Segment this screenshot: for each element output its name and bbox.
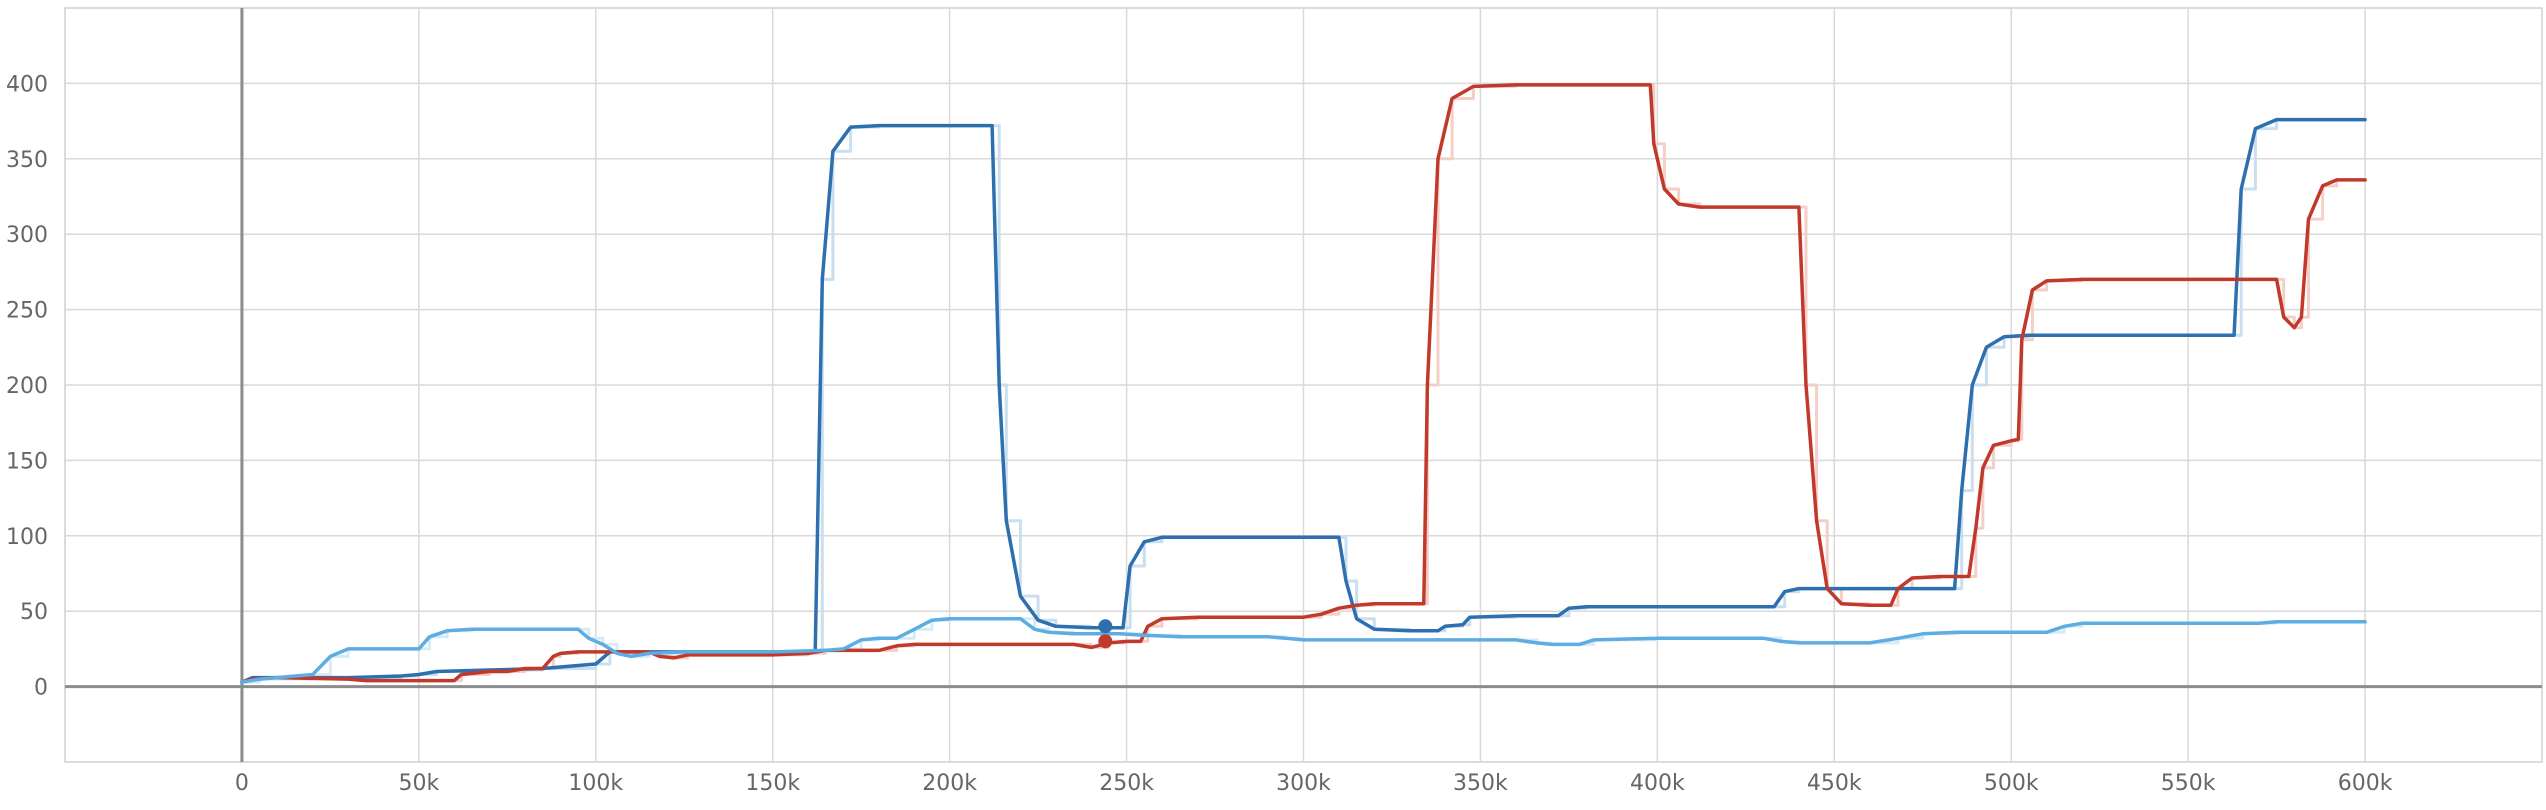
y-tick-labels: 0 50 100 150 200 250 300 350 400: [6, 72, 48, 700]
x-tick-label: 600k: [2338, 771, 2393, 796]
x-tick-label: 350k: [1453, 771, 1508, 796]
hover-markers: [1098, 619, 1113, 649]
grid-lines: [65, 8, 2542, 763]
y-tick-label: 150: [6, 449, 48, 474]
y-tick-label: 0: [34, 676, 48, 701]
x-tick-label: 500k: [1984, 771, 2039, 796]
x-tick-label: 400k: [1630, 771, 1685, 796]
y-tick-label: 250: [6, 299, 48, 324]
series-line: [240, 83, 2367, 684]
x-tick-label: 550k: [2161, 771, 2216, 796]
y-tick-label: 100: [6, 525, 48, 550]
hover-marker-point: [1098, 634, 1113, 649]
x-tick-labels: 0 50k 100k 150k 200k 250k 300k 350k 400k 450k 500k…: [235, 771, 2393, 796]
y-tick-label: 400: [6, 72, 48, 97]
axes: [65, 8, 2542, 762]
x-tick-label: 200k: [922, 771, 977, 796]
x-tick-label: 300k: [1276, 771, 1331, 796]
y-tick-label: 200: [6, 374, 48, 399]
y-tick-label: 350: [6, 148, 48, 173]
y-tick-label: 50: [20, 600, 48, 625]
smoothed-series-lines: [240, 83, 2367, 684]
y-tick-label: 300: [6, 223, 48, 248]
x-tick-label: 450k: [1807, 771, 1862, 796]
x-tick-label: 0: [235, 771, 249, 796]
hover-marker-point: [1098, 619, 1113, 634]
x-tick-label: 150k: [745, 771, 800, 796]
series-line: [240, 616, 2367, 684]
x-tick-label: 250k: [1099, 771, 1154, 796]
x-tick-label: 100k: [568, 771, 623, 796]
x-tick-label: 50k: [398, 771, 439, 796]
